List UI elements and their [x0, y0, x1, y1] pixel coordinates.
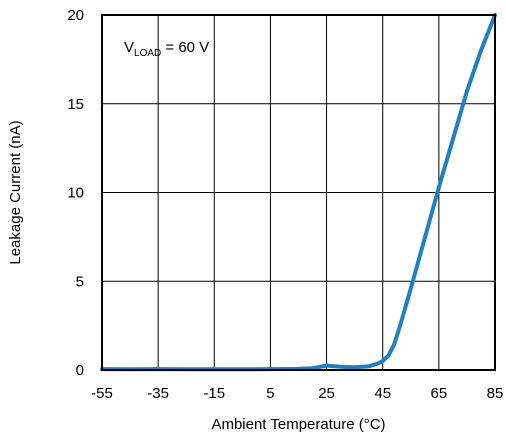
x-tick-label: 45 — [374, 385, 391, 402]
y-tick-label: 20 — [67, 7, 84, 24]
x-tick-label: -35 — [147, 385, 169, 402]
x-axis-title: Ambient Temperature (°C) — [211, 416, 385, 433]
load-voltage-annotation: VLOAD = 60 V — [124, 39, 209, 59]
x-tick-label: -15 — [203, 385, 225, 402]
x-tick-label: 85 — [487, 385, 504, 402]
x-tick-label: 65 — [431, 385, 448, 402]
y-tick-label: 5 — [76, 273, 84, 290]
y-tick-labels: 0 5 10 15 20 — [67, 7, 84, 379]
y-tick-label: 15 — [67, 96, 84, 113]
y-tick-label: 0 — [76, 362, 84, 379]
x-tick-labels: -55 -35 -15 5 25 45 65 85 — [91, 385, 503, 402]
annotation-subscript: LOAD — [134, 48, 161, 59]
plot-frame — [101, 14, 496, 371]
x-tick-label: 25 — [318, 385, 335, 402]
y-tick-label: 10 — [67, 185, 84, 202]
annotation-suffix: = 60 V — [161, 39, 209, 56]
annotation-prefix: V — [124, 39, 134, 56]
x-tick-label: 5 — [266, 385, 274, 402]
x-tick-label: -55 — [91, 385, 113, 402]
y-axis-title: Leakage Current (nA) — [7, 120, 24, 264]
